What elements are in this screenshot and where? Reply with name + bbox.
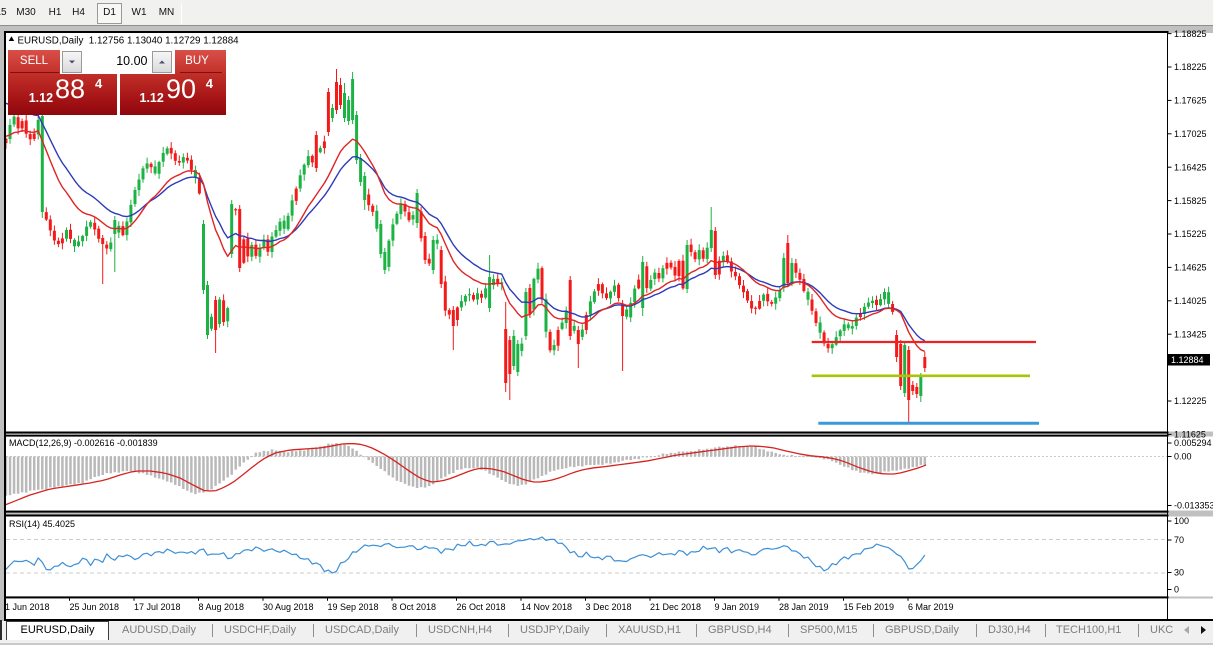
svg-text:30: 30 [1174,568,1184,578]
svg-text:19 Sep 2018: 19 Sep 2018 [328,602,379,612]
svg-text:25 Jun 2018: 25 Jun 2018 [70,602,120,612]
svg-text:RSI(14) 45.4025: RSI(14) 45.4025 [9,519,75,529]
svg-text:1.14025: 1.14025 [1174,296,1207,306]
svg-text:1.14625: 1.14625 [1174,263,1207,273]
svg-text:0.00: 0.00 [1174,452,1192,462]
svg-text:28 Jan 2019: 28 Jan 2019 [779,602,829,612]
svg-text:100: 100 [1174,516,1189,526]
svg-text:0.005294: 0.005294 [1174,438,1212,448]
svg-text:1.18825: 1.18825 [1174,29,1207,39]
svg-text:1.18225: 1.18225 [1174,62,1207,72]
svg-text:1.16425: 1.16425 [1174,162,1207,172]
svg-text:70: 70 [1174,535,1184,545]
svg-text:1.17025: 1.17025 [1174,129,1207,139]
svg-text:1.15825: 1.15825 [1174,196,1207,206]
svg-text:MACD(12,26,9) -0.002616 -0.001: MACD(12,26,9) -0.002616 -0.001839 [9,438,158,448]
svg-text:14 Nov 2018: 14 Nov 2018 [521,602,572,612]
svg-text:8 Oct 2018: 8 Oct 2018 [392,602,436,612]
svg-text:30 Aug 2018: 30 Aug 2018 [263,602,314,612]
svg-text:EURUSD,Daily 1.12756 1.13040: EURUSD,Daily 1.12756 1.13040 1.12729 1.1… [18,36,240,47]
svg-text:1.12884: 1.12884 [1171,355,1204,365]
svg-text:1.11625: 1.11625 [1174,430,1206,440]
svg-text:21 Dec 2018: 21 Dec 2018 [650,602,701,612]
svg-text:0: 0 [1174,585,1179,595]
svg-text:26 Oct 2018: 26 Oct 2018 [457,602,506,612]
svg-text:8 Aug 2018: 8 Aug 2018 [199,602,245,612]
svg-text:6 Mar 2019: 6 Mar 2019 [908,602,954,612]
svg-text:1.13425: 1.13425 [1174,329,1207,339]
svg-text:9 Jan 2019: 9 Jan 2019 [715,602,760,612]
svg-text:15 Feb 2019: 15 Feb 2019 [844,602,895,612]
svg-text:3 Dec 2018: 3 Dec 2018 [586,602,632,612]
svg-text:1.17625: 1.17625 [1174,96,1207,106]
svg-text:1.12225: 1.12225 [1174,396,1207,406]
svg-text:-0.013353: -0.013353 [1174,501,1213,511]
svg-text:17 Jul 2018: 17 Jul 2018 [134,602,181,612]
svg-text:1 Jun 2018: 1 Jun 2018 [5,602,50,612]
svg-text:1.15225: 1.15225 [1174,229,1207,239]
